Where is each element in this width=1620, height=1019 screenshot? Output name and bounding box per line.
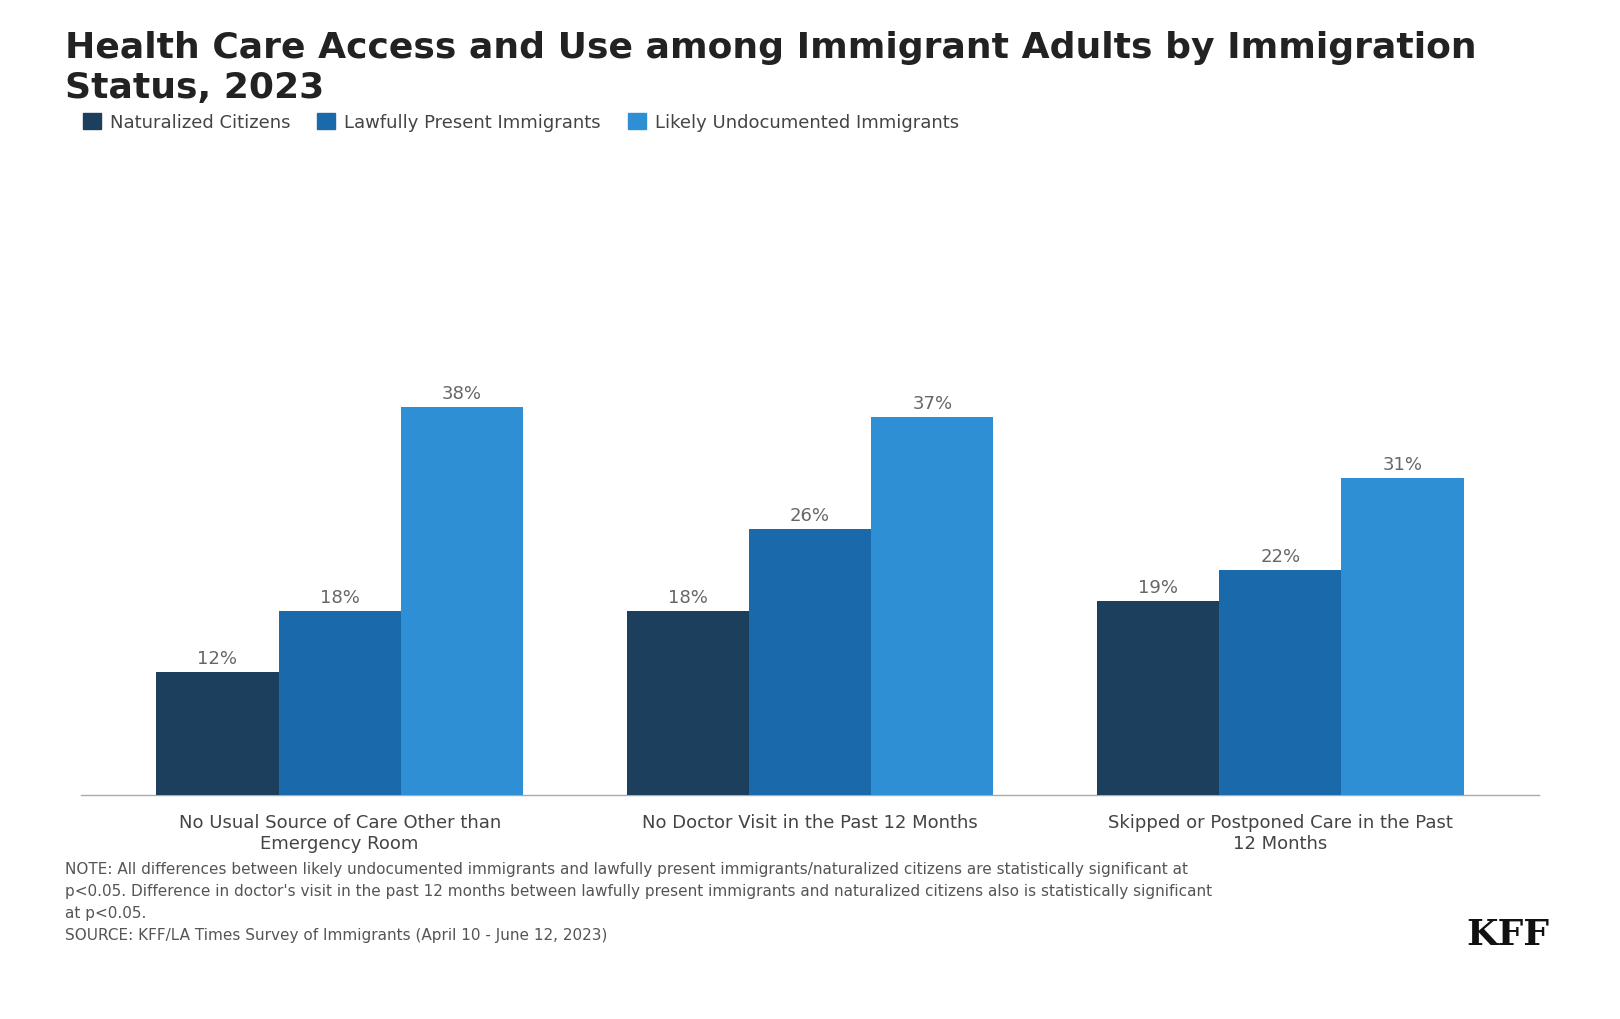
Bar bbox=[1341, 479, 1464, 795]
Text: NOTE: All differences between likely undocumented immigrants and lawfully presen: NOTE: All differences between likely und… bbox=[65, 861, 1212, 943]
Bar bbox=[156, 673, 279, 795]
Bar bbox=[279, 611, 400, 795]
Text: 19%: 19% bbox=[1137, 578, 1178, 596]
Text: 18%: 18% bbox=[319, 588, 360, 606]
Text: 31%: 31% bbox=[1382, 455, 1422, 474]
Bar bbox=[400, 408, 523, 795]
Legend: Naturalized Citizens, Lawfully Present Immigrants, Likely Undocumented Immigrant: Naturalized Citizens, Lawfully Present I… bbox=[76, 107, 967, 140]
Text: Health Care Access and Use among Immigrant Adults by Immigration
Status, 2023: Health Care Access and Use among Immigra… bbox=[65, 31, 1476, 105]
Text: 38%: 38% bbox=[442, 384, 483, 403]
Bar bbox=[1097, 601, 1220, 795]
Text: 18%: 18% bbox=[667, 588, 708, 606]
Text: 22%: 22% bbox=[1260, 547, 1301, 566]
Text: KFF: KFF bbox=[1466, 917, 1549, 951]
Text: 26%: 26% bbox=[791, 506, 829, 525]
Bar bbox=[872, 418, 993, 795]
Bar bbox=[627, 611, 748, 795]
Text: 37%: 37% bbox=[912, 394, 953, 413]
Text: 12%: 12% bbox=[198, 649, 238, 667]
Bar bbox=[748, 530, 872, 795]
Bar bbox=[1220, 571, 1341, 795]
